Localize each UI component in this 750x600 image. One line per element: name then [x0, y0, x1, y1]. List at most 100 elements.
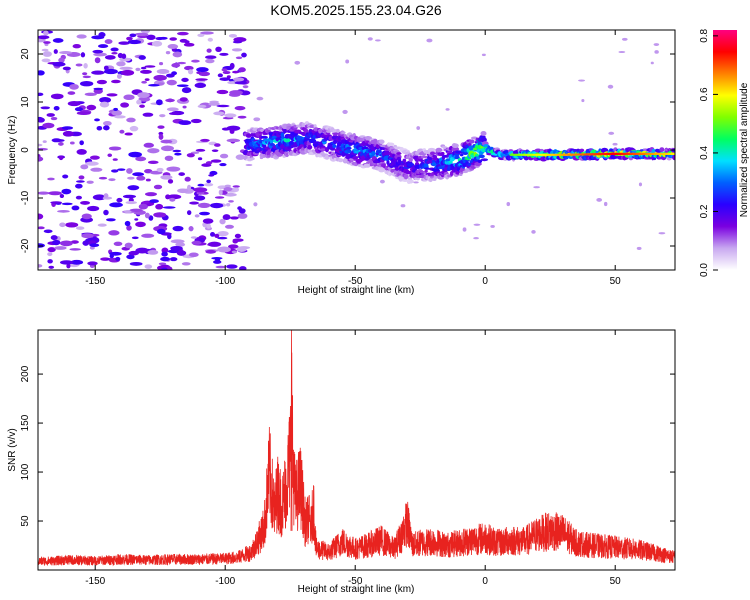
heatmap-cell — [135, 156, 147, 162]
heatmap-cell — [184, 40, 190, 44]
heatmap-cell — [242, 85, 249, 89]
heatmap-cell — [343, 134, 347, 137]
heatmap-cell — [211, 149, 219, 152]
heatmap-cell — [108, 146, 122, 151]
heatmap-cell — [144, 65, 156, 68]
heatmap-cell — [188, 69, 194, 75]
heatmap-cell — [167, 194, 182, 200]
heatmap-cell — [176, 84, 189, 87]
heatmap-cell — [47, 177, 55, 181]
heatmap-cell — [148, 84, 160, 87]
heatmap-cell — [618, 50, 626, 53]
heatmap-cell — [78, 175, 85, 180]
heatmap-cell — [113, 107, 118, 112]
heatmap-cell — [408, 157, 413, 162]
heatmap-cell — [158, 262, 167, 266]
heatmap-cell — [324, 155, 330, 160]
heatmap-cell — [38, 213, 44, 220]
heatmap-cell — [409, 180, 414, 183]
heatmap-cell — [431, 160, 436, 163]
heatmap-cell — [119, 57, 131, 62]
heatmap-cell — [621, 148, 625, 152]
heatmap-cell — [175, 242, 186, 247]
heatmap-cell — [67, 91, 76, 95]
heatmap-cell — [608, 131, 615, 135]
spectrogram-xtick-label: -100 — [215, 276, 235, 287]
heatmap-cell — [108, 230, 120, 236]
heatmap-cell — [221, 68, 228, 72]
heatmap-cell — [135, 67, 141, 72]
heatmap-cell — [237, 213, 248, 219]
heatmap-cell — [165, 51, 171, 55]
heatmap-cell — [179, 97, 188, 102]
heatmap-cell — [124, 132, 133, 136]
heatmap-cell — [595, 150, 600, 154]
heatmap-cell — [636, 246, 642, 251]
heatmap-cell — [79, 140, 84, 146]
heatmap-cell — [86, 104, 97, 111]
heatmap-cell — [176, 31, 189, 36]
heatmap-cell — [81, 233, 94, 239]
heatmap-cell — [205, 249, 217, 254]
heatmap-cell — [294, 60, 301, 65]
heatmap-cell — [420, 155, 429, 159]
heatmap-cell — [233, 187, 240, 192]
heatmap-cell — [217, 236, 228, 240]
heatmap-cell — [596, 198, 603, 202]
heatmap-cell — [474, 154, 480, 157]
heatmap-cell — [219, 163, 227, 167]
heatmap-cell — [214, 196, 225, 199]
heatmap-cell — [205, 55, 217, 60]
heatmap-cell — [146, 34, 156, 40]
heatmap-cell — [126, 168, 133, 174]
heatmap-cell — [451, 143, 459, 149]
heatmap-cell — [190, 118, 202, 124]
heatmap-cell — [228, 33, 238, 38]
heatmap-cell — [89, 243, 100, 248]
heatmap-cell — [110, 47, 119, 52]
heatmap-cell — [116, 61, 126, 67]
heatmap-cell — [208, 174, 215, 177]
heatmap-cell — [99, 96, 112, 103]
heatmap-cell — [47, 252, 53, 257]
heatmap-cell — [218, 189, 223, 196]
spectrogram-ytick-label: -20 — [20, 238, 31, 253]
heatmap-cell — [59, 260, 74, 265]
heatmap-cell — [190, 236, 198, 239]
heatmap-cell — [106, 218, 116, 222]
heatmap-cell — [103, 193, 109, 199]
heatmap-cell — [407, 162, 415, 167]
heatmap-cell — [38, 92, 44, 97]
heatmap-cell — [229, 90, 243, 96]
heatmap-cell — [115, 256, 121, 261]
heatmap-cell — [191, 59, 200, 63]
heatmap-cell — [301, 122, 306, 128]
heatmap-cell — [188, 226, 194, 232]
heatmap-cell — [125, 201, 138, 205]
heatmap-cell — [75, 226, 85, 230]
heatmap-cell — [40, 106, 51, 110]
heatmap-cell — [43, 41, 51, 44]
heatmap-cell — [48, 265, 55, 269]
heatmap-cell — [124, 210, 132, 214]
heatmap-cell — [92, 49, 104, 54]
heatmap-cell — [396, 152, 402, 155]
heatmap-cell — [578, 79, 586, 82]
heatmap-cell — [400, 204, 406, 208]
heatmap-cell — [124, 242, 133, 249]
heatmap-cell — [52, 61, 66, 67]
heatmap-cell — [378, 139, 385, 145]
heatmap-cell — [111, 110, 123, 116]
heatmap-cell — [69, 141, 75, 145]
heatmap-cell — [51, 239, 61, 246]
colorbar-tick-label: 0.8 — [699, 28, 710, 42]
heatmap-cell — [169, 197, 176, 202]
heatmap-cell — [38, 143, 43, 147]
heatmap-cell — [183, 42, 195, 47]
heatmap-cell — [96, 125, 103, 131]
heatmap-cell — [104, 39, 113, 44]
heatmap-cell — [60, 240, 73, 247]
heatmap-cell — [210, 159, 222, 163]
heatmap-cell — [638, 182, 643, 187]
heatmap-cell — [67, 101, 81, 107]
